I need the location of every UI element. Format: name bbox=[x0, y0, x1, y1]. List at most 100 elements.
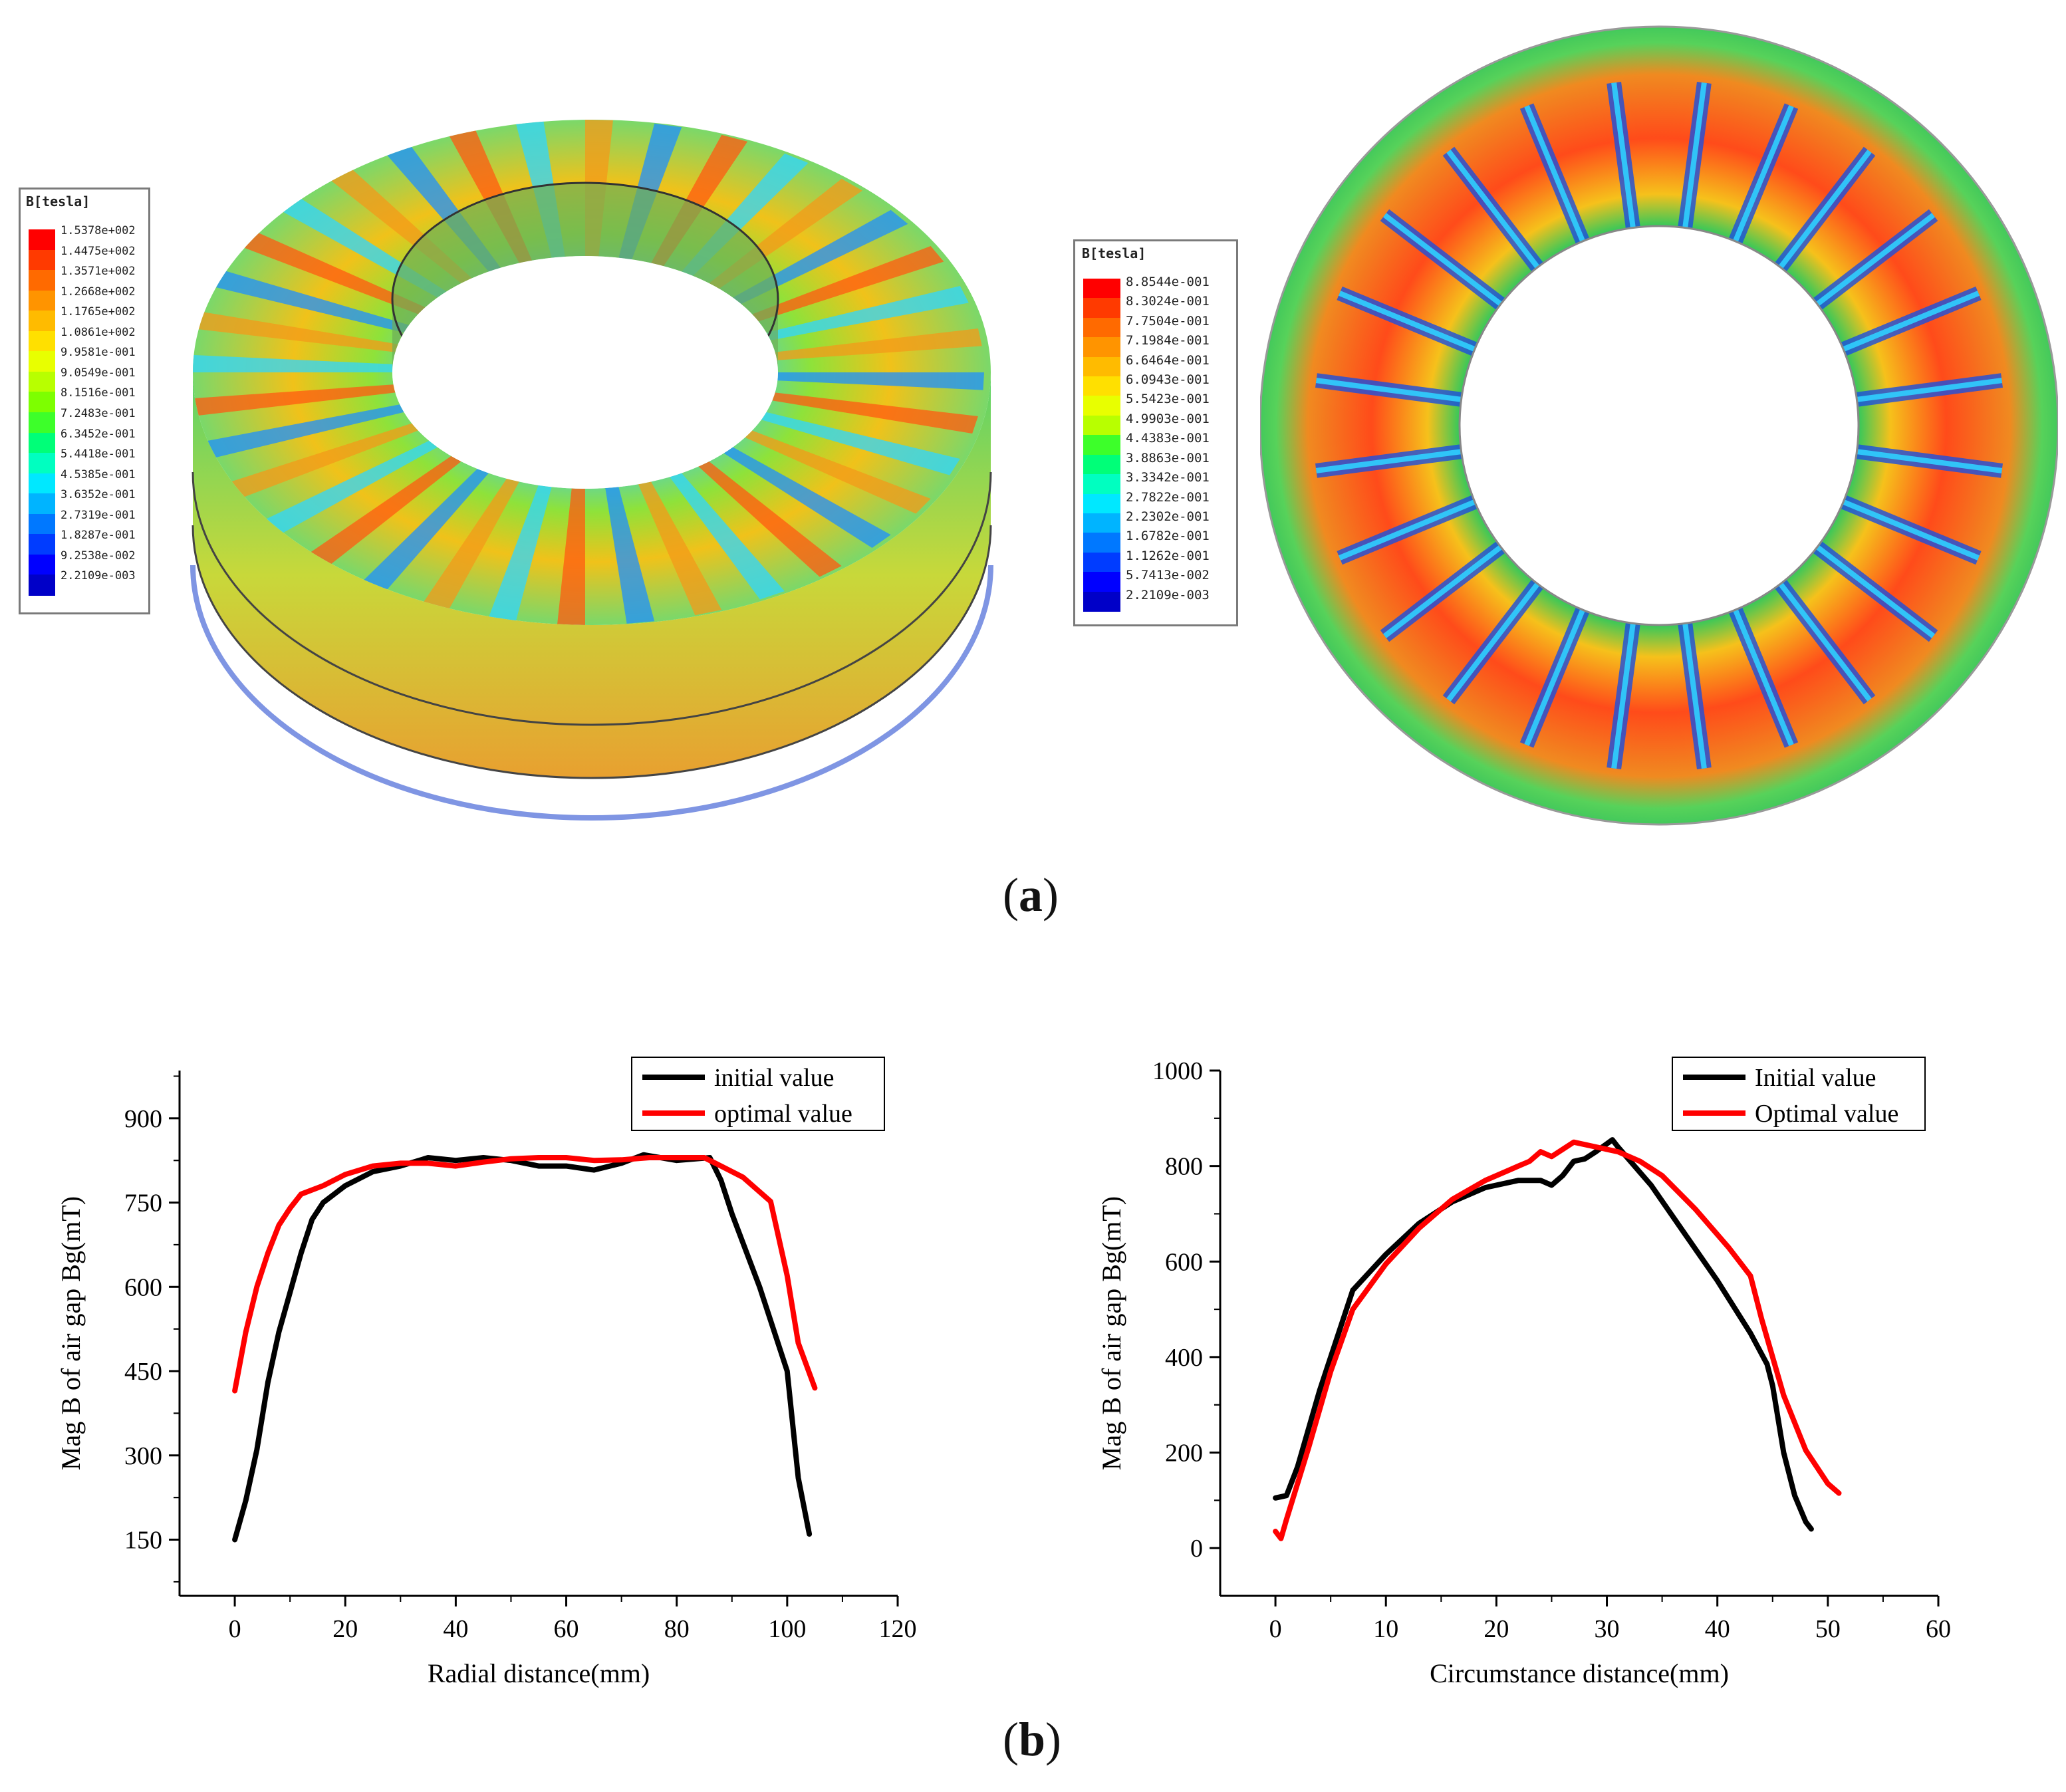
legend-swatch bbox=[29, 554, 55, 576]
legend-value: 7.1984e-001 bbox=[1126, 333, 1210, 348]
legend-value: 1.0861e+002 bbox=[61, 325, 136, 339]
x-tick-label: 100 bbox=[768, 1615, 806, 1643]
legend-swatch bbox=[29, 412, 55, 434]
figure-a: B[tesla] 1.5378e+002 1.4475e+002 1.3571e+0… bbox=[19, 25, 2058, 922]
legend-swatch bbox=[1083, 474, 1120, 495]
legend-swatch bbox=[29, 351, 55, 372]
x-tick-label: 50 bbox=[1815, 1615, 1841, 1643]
y-tick-label: 200 bbox=[1165, 1440, 1203, 1468]
x-tick-label: 60 bbox=[554, 1615, 579, 1643]
caption-b: (b) bbox=[1003, 1713, 1062, 1766]
legend-swatch bbox=[1083, 337, 1120, 358]
legend-swatch bbox=[1083, 317, 1120, 338]
legend-value: 8.1516e-001 bbox=[61, 386, 136, 400]
legend-swatch bbox=[29, 290, 55, 312]
y-tick-label: 300 bbox=[124, 1442, 162, 1470]
legend-value: 8.3024e-001 bbox=[1126, 294, 1210, 309]
x-tick-label: 40 bbox=[443, 1615, 468, 1643]
legend-value: 9.0549e-001 bbox=[61, 366, 136, 380]
legend-value: 4.5385e-001 bbox=[61, 467, 136, 481]
legend-swatch bbox=[29, 392, 55, 413]
legend-swatch bbox=[1083, 298, 1120, 319]
legend-swatch bbox=[29, 270, 55, 291]
y-tick-label: 150 bbox=[124, 1527, 162, 1555]
legend-value: 2.2109e-003 bbox=[61, 569, 136, 583]
series-line-initial bbox=[1273, 1137, 1814, 1532]
legend-swatch bbox=[1083, 513, 1120, 534]
legend-3d-title: B[tesla] bbox=[26, 193, 90, 209]
legend-swatch bbox=[29, 453, 55, 474]
y-tick-label: 1000 bbox=[1152, 1057, 1203, 1085]
legend-swatch bbox=[29, 513, 55, 535]
y-tick-label: 600 bbox=[1165, 1248, 1203, 1276]
annulus-2d-field-plot bbox=[1260, 25, 2058, 826]
legend-value: 7.2483e-001 bbox=[61, 407, 136, 420]
legend-label: initial value bbox=[714, 1064, 834, 1092]
legend-value: 2.7319e-001 bbox=[61, 508, 136, 522]
legend-label: Initial value bbox=[1755, 1064, 1876, 1092]
legend-label: Optimal value bbox=[1755, 1100, 1898, 1128]
legend-swatch bbox=[1083, 279, 1120, 299]
legend-2d-colorbar bbox=[1083, 279, 1120, 612]
legend-value: 9.9581e-001 bbox=[61, 346, 136, 360]
legend-swatch bbox=[29, 473, 55, 495]
legend-value: 4.4383e-001 bbox=[1126, 431, 1210, 446]
x-tick-label: 30 bbox=[1595, 1615, 1620, 1643]
legend-swatch bbox=[29, 432, 55, 454]
legend-swatch bbox=[1083, 591, 1120, 612]
y-tick-label: 800 bbox=[1165, 1153, 1203, 1181]
legend-swatch bbox=[29, 249, 55, 271]
legend-value: 1.8287e-001 bbox=[61, 529, 136, 543]
legend-value: 7.7504e-001 bbox=[1126, 313, 1210, 328]
y-tick-label: 400 bbox=[1165, 1344, 1203, 1372]
x-tick-label: 120 bbox=[879, 1615, 917, 1643]
chart-radial-distance: 0 20 40 60 80 100 120 150 300 450 600 750 900 Radial … bbox=[56, 1057, 917, 1688]
legend-swatch bbox=[1083, 552, 1120, 573]
chart-legend bbox=[1672, 1057, 1926, 1131]
torus-3d-field-plot bbox=[190, 120, 993, 821]
legend-value: 6.6464e-001 bbox=[1126, 352, 1210, 368]
series-line-optimal bbox=[1273, 1139, 1842, 1541]
legend-swatch bbox=[29, 330, 55, 352]
legend-value: 5.5423e-001 bbox=[1126, 392, 1210, 407]
legend-swatch bbox=[29, 229, 55, 251]
legend-value: 3.6352e-001 bbox=[61, 488, 136, 502]
x-tick-label: 0 bbox=[229, 1615, 241, 1643]
legend-swatch bbox=[29, 371, 55, 393]
x-tick-label: 40 bbox=[1705, 1615, 1730, 1643]
legend-swatch bbox=[1083, 356, 1120, 378]
legend-3d-colorbar bbox=[29, 229, 55, 596]
legend-value: 1.1765e+002 bbox=[61, 305, 136, 319]
legend-value: 6.0943e-001 bbox=[1126, 372, 1210, 388]
legend-value: 5.4418e-001 bbox=[61, 448, 136, 461]
y-axis-label: Mag B of air gap Bg(mT) bbox=[1097, 1196, 1126, 1470]
x-tick-label: 10 bbox=[1373, 1615, 1398, 1643]
legend-value: 1.3571e+002 bbox=[61, 265, 136, 279]
x-axis-label: Radial distance(mm) bbox=[428, 1658, 650, 1688]
legend-swatch bbox=[1083, 435, 1120, 455]
x-tick-label: 20 bbox=[1484, 1615, 1509, 1643]
x-axis-label: Circumstance distance(mm) bbox=[1430, 1658, 1729, 1688]
legend-value: 9.2538e-002 bbox=[61, 549, 136, 563]
x-tick-label: 20 bbox=[332, 1615, 358, 1643]
legend-swatch bbox=[1083, 572, 1120, 592]
legend-swatch bbox=[1083, 454, 1120, 475]
legend-2d: B[tesla] 8.8544e-001 8.3024e-001 7.7504e-0… bbox=[1073, 239, 1238, 626]
y-tick-label: 600 bbox=[124, 1273, 162, 1301]
legend-value: 5.7413e-002 bbox=[1126, 568, 1210, 583]
caption-a: (a) bbox=[1003, 868, 1059, 922]
legend-swatch bbox=[1083, 415, 1120, 436]
legend-value: 1.5378e+002 bbox=[61, 224, 136, 237]
y-tick-label: 750 bbox=[124, 1190, 162, 1217]
legend-swatch bbox=[29, 311, 55, 332]
legend-value: 1.2668e+002 bbox=[61, 285, 136, 299]
series-line-initial bbox=[232, 1152, 813, 1543]
legend-value: 8.8544e-001 bbox=[1126, 275, 1210, 289]
legend-value: 1.4475e+002 bbox=[61, 244, 136, 258]
y-tick-label: 0 bbox=[1190, 1535, 1203, 1563]
legend-swatch bbox=[29, 575, 55, 596]
legend-label: optimal value bbox=[714, 1100, 852, 1128]
legend-value: 2.2302e-001 bbox=[1126, 509, 1210, 524]
x-tick-label: 80 bbox=[664, 1615, 690, 1643]
legend-2d-title: B[tesla] bbox=[1082, 245, 1146, 261]
